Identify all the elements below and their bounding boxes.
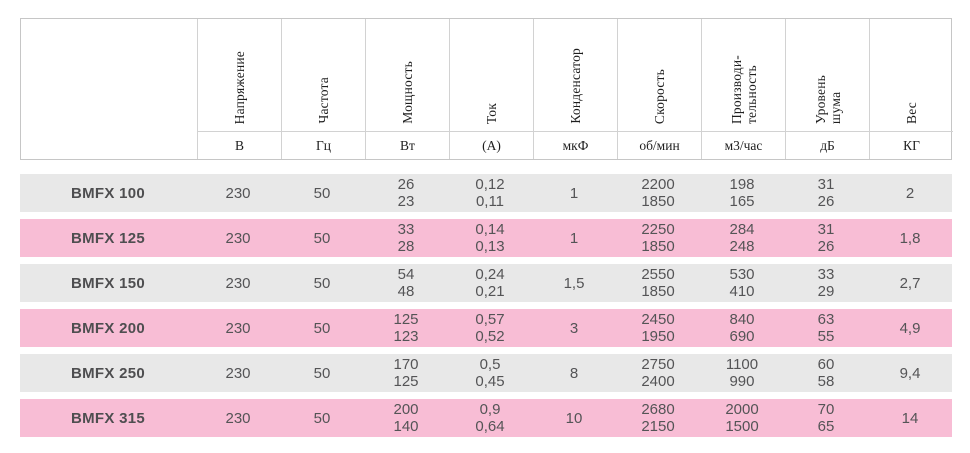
unit-cell-capacitor: мкФ xyxy=(533,131,617,159)
unit-cell-speed: об/мин xyxy=(617,131,701,159)
value-cell: 60 58 xyxy=(817,356,835,390)
model-cell: BMFX 200 xyxy=(70,319,146,337)
value-cell: 0,24 0,21 xyxy=(475,266,505,300)
value-cell: 170 125 xyxy=(393,356,419,390)
value-cell: 10 xyxy=(565,409,583,427)
model-cell: BMFX 315 xyxy=(70,409,146,427)
table-row: BMFX 200 230 50 125 123 0,57 0,52 3 2450 1950 8… xyxy=(20,309,952,347)
column-header-voltage: Напряжение xyxy=(197,19,281,131)
model-cell: BMFX 150 xyxy=(70,274,146,292)
value-cell: 1 xyxy=(569,184,579,202)
value-cell: 1,8 xyxy=(899,229,921,247)
table-row: BMFX 250 230 50 170 125 0,5 0,45 8 2750 2400 11… xyxy=(20,354,952,392)
value-cell: 33 28 xyxy=(397,221,415,255)
value-cell: 0,57 0,52 xyxy=(475,311,505,345)
unit-cell-weight: КГ xyxy=(869,131,953,159)
value-cell: 2000 1500 xyxy=(725,401,759,435)
unit-cell-airflow: м3/час xyxy=(701,131,785,159)
value-cell: 230 xyxy=(225,184,251,202)
unit-cell-current: (А) xyxy=(449,131,533,159)
value-cell: 70 65 xyxy=(817,401,835,435)
value-cell: 1,5 xyxy=(563,274,585,292)
spec-table: Напряжение Частота Мощность Ток Конденса… xyxy=(20,18,953,444)
value-cell: 8 xyxy=(569,364,579,382)
column-header-label: Уровень шума xyxy=(812,75,843,124)
value-cell: 2450 1950 xyxy=(641,311,675,345)
value-cell: 284 248 xyxy=(729,221,755,255)
value-cell: 31 26 xyxy=(817,221,835,255)
unit-cell-voltage: В xyxy=(197,131,281,159)
value-cell: 50 xyxy=(313,319,331,337)
table-body: BMFX 100 230 50 26 23 0,12 0,11 1 2200 1850 198… xyxy=(20,174,952,437)
value-cell: 2680 2150 xyxy=(641,401,675,435)
column-header-current: Ток xyxy=(449,19,533,131)
unit-cell-power: Вт xyxy=(365,131,449,159)
column-header-label: Вес xyxy=(904,102,919,124)
value-cell: 125 123 xyxy=(393,311,419,345)
column-header-label: Производи- тельность xyxy=(728,54,759,124)
table-header: Напряжение Частота Мощность Ток Конденса… xyxy=(20,18,953,160)
value-cell: 230 xyxy=(225,319,251,337)
column-header-label: Мощность xyxy=(400,61,415,124)
value-cell: 230 xyxy=(225,409,251,427)
value-cell: 50 xyxy=(313,364,331,382)
value-cell: 230 xyxy=(225,229,251,247)
value-cell: 840 690 xyxy=(729,311,755,345)
value-cell: 0,14 0,13 xyxy=(475,221,505,255)
column-header-airflow: Производи- тельность xyxy=(701,19,785,131)
value-cell: 200 140 xyxy=(393,401,419,435)
value-cell: 31 26 xyxy=(817,176,835,210)
column-header-label: Ток xyxy=(484,102,499,124)
column-header-frequency: Частота xyxy=(281,19,365,131)
value-cell: 198 165 xyxy=(729,176,755,210)
column-header-capacitor: Конденсатор xyxy=(533,19,617,131)
value-cell: 2750 2400 xyxy=(641,356,675,390)
value-cell: 2,7 xyxy=(899,274,921,292)
model-cell: BMFX 250 xyxy=(70,364,146,382)
value-cell: 14 xyxy=(901,409,919,427)
value-cell: 1100 990 xyxy=(725,356,759,390)
value-cell: 33 29 xyxy=(817,266,835,300)
value-cell: 0,9 0,64 xyxy=(475,401,505,435)
unit-cell-noise-level: дБ xyxy=(785,131,869,159)
column-header-label: Частота xyxy=(316,77,331,124)
value-cell: 230 xyxy=(225,364,251,382)
column-header-label: Конденсатор xyxy=(568,48,583,124)
header-corner-cell xyxy=(21,19,197,159)
value-cell: 1 xyxy=(569,229,579,247)
column-header-weight: Вес xyxy=(869,19,953,131)
column-header-power: Мощность xyxy=(365,19,449,131)
column-header-speed: Скорость xyxy=(617,19,701,131)
value-cell: 230 xyxy=(225,274,251,292)
table-row: BMFX 315 230 50 200 140 0,9 0,64 10 2680 2150 2… xyxy=(20,399,952,437)
model-cell: BMFX 100 xyxy=(70,184,146,202)
column-header-label: Напряжение xyxy=(232,50,247,124)
column-header-noise-level: Уровень шума xyxy=(785,19,869,131)
value-cell: 2 xyxy=(905,184,915,202)
table-row: BMFX 100 230 50 26 23 0,12 0,11 1 2200 1850 198… xyxy=(20,174,952,212)
value-cell: 50 xyxy=(313,229,331,247)
value-cell: 2200 1850 xyxy=(641,176,675,210)
value-cell: 63 55 xyxy=(817,311,835,345)
unit-cell-frequency: Гц xyxy=(281,131,365,159)
value-cell: 530 410 xyxy=(729,266,755,300)
value-cell: 50 xyxy=(313,409,331,427)
value-cell: 4,9 xyxy=(899,319,921,337)
value-cell: 54 48 xyxy=(397,266,415,300)
column-header-label: Скорость xyxy=(652,68,667,124)
value-cell: 0,12 0,11 xyxy=(475,176,505,210)
table-row: BMFX 125 230 50 33 28 0,14 0,13 1 2250 1850 284… xyxy=(20,219,952,257)
table-row: BMFX 150 230 50 54 48 0,24 0,21 1,5 2550 1850 5… xyxy=(20,264,952,302)
value-cell: 2250 1850 xyxy=(641,221,675,255)
value-cell: 26 23 xyxy=(397,176,415,210)
value-cell: 9,4 xyxy=(899,364,921,382)
value-cell: 0,5 0,45 xyxy=(475,356,505,390)
value-cell: 50 xyxy=(313,184,331,202)
model-cell: BMFX 125 xyxy=(70,229,146,247)
value-cell: 2550 1850 xyxy=(641,266,675,300)
value-cell: 50 xyxy=(313,274,331,292)
value-cell: 3 xyxy=(569,319,579,337)
